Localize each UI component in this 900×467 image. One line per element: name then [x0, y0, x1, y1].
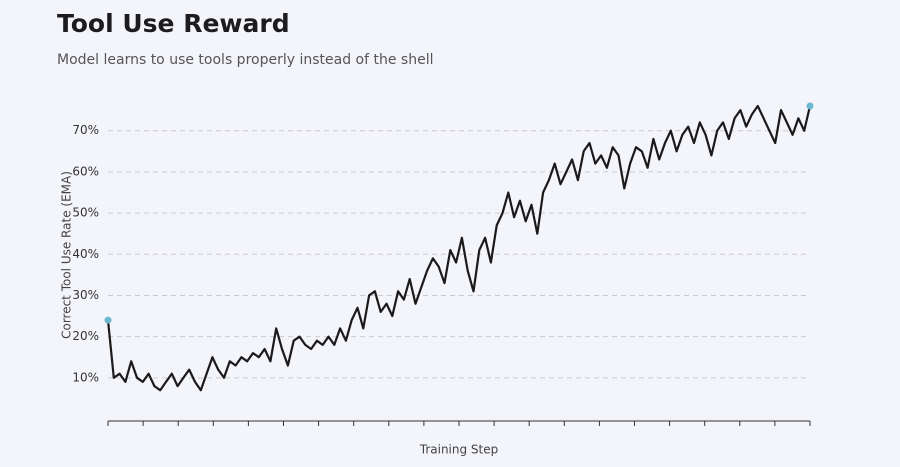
chart-title: Tool Use Reward: [57, 9, 290, 38]
line: [106, 104, 812, 392]
chart-subtitle: Model learns to use tools properly inste…: [57, 52, 433, 68]
y-tick-label: 10%: [72, 370, 99, 384]
y-tick-label: 70%: [72, 123, 99, 137]
y-tick-label: 60%: [72, 164, 99, 178]
x-axis-label: Training Step: [419, 443, 499, 457]
y-axis-label: Correct Tool Use Rate (EMA): [60, 171, 74, 339]
y-tick-label: 50%: [72, 206, 99, 220]
y-tick-label: 20%: [72, 329, 99, 343]
y-tick-label: 30%: [72, 288, 99, 302]
end-marker: [806, 102, 814, 110]
end-marker: [104, 316, 112, 324]
y-tick-label: 40%: [72, 247, 99, 261]
